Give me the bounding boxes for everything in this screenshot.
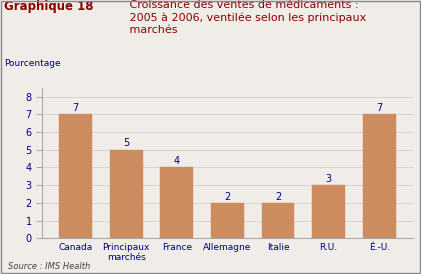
Text: 2: 2 <box>275 192 281 201</box>
Text: Croissance des ventes de médicaments :
 2005 à 2006, ventilée selon les principa: Croissance des ventes de médicaments : 2… <box>126 0 367 35</box>
Text: Graphique 18: Graphique 18 <box>4 0 94 13</box>
Bar <box>363 114 396 238</box>
Bar <box>59 114 92 238</box>
Text: Pourcentage: Pourcentage <box>4 59 61 68</box>
Text: 5: 5 <box>123 138 129 148</box>
Bar <box>160 167 193 238</box>
Text: 2: 2 <box>224 192 230 201</box>
Text: 3: 3 <box>325 174 332 184</box>
Text: Source : IMS Health: Source : IMS Health <box>8 262 91 271</box>
Text: 7: 7 <box>72 103 79 113</box>
Bar <box>211 203 244 238</box>
Bar <box>261 203 294 238</box>
Bar <box>109 150 142 238</box>
Text: 4: 4 <box>173 156 180 166</box>
Bar <box>312 185 345 238</box>
Text: 7: 7 <box>376 103 382 113</box>
